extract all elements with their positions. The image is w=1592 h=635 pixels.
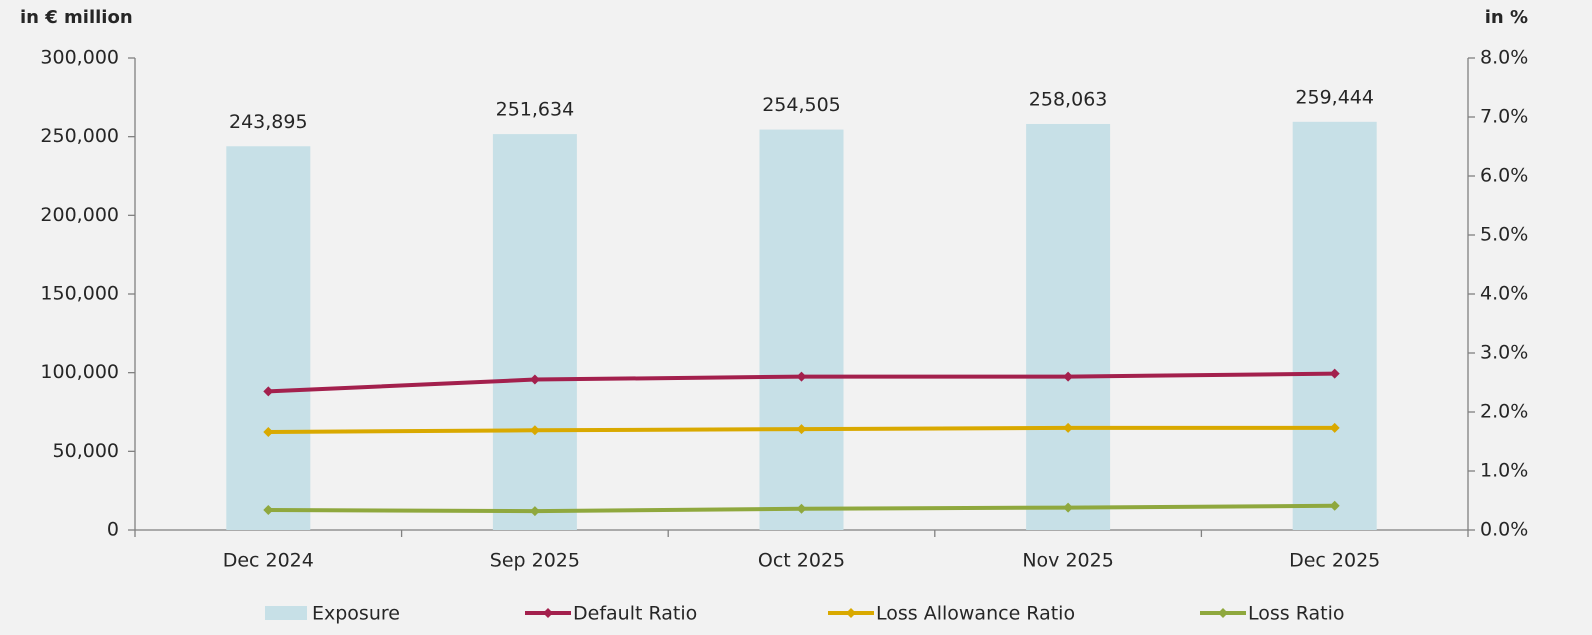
bar bbox=[1292, 121, 1377, 530]
y-unit-label: in € million bbox=[20, 7, 133, 28]
legend-label: Exposure bbox=[312, 603, 400, 625]
marker bbox=[1063, 502, 1074, 513]
x-tick-label: Sep 2025 bbox=[490, 550, 580, 572]
legend-marker bbox=[543, 608, 553, 618]
bar bbox=[1026, 123, 1111, 530]
marker bbox=[796, 503, 807, 514]
legend-label: Default Ratio bbox=[573, 603, 697, 625]
marker bbox=[263, 504, 274, 515]
x-tick-label: Dec 2024 bbox=[223, 550, 314, 572]
value-label: 251,634 bbox=[496, 99, 575, 121]
value-label: 258,063 bbox=[1029, 88, 1108, 110]
bar bbox=[759, 129, 844, 530]
legend-marker bbox=[846, 608, 856, 618]
legend-swatch bbox=[265, 606, 307, 620]
y-tick-label: 300,000 bbox=[40, 47, 119, 69]
marker bbox=[263, 427, 274, 438]
y2-tick-label: 0.0% bbox=[1480, 519, 1528, 541]
value-label: 259,444 bbox=[1295, 86, 1374, 108]
value-label: 254,505 bbox=[762, 94, 841, 116]
marker bbox=[796, 424, 807, 435]
y-tick-label: 0 bbox=[107, 519, 119, 541]
x-tick-label: Nov 2025 bbox=[1022, 550, 1113, 572]
x-tick-label: Oct 2025 bbox=[758, 550, 845, 572]
marker bbox=[1329, 422, 1340, 433]
y-tick-label: 150,000 bbox=[40, 283, 119, 305]
marker bbox=[1063, 422, 1074, 433]
y2-tick-label: 1.0% bbox=[1480, 460, 1528, 482]
y-tick-label: 250,000 bbox=[40, 125, 119, 147]
marker bbox=[1329, 368, 1340, 379]
marker bbox=[1329, 500, 1340, 511]
y2-unit-label: in % bbox=[1485, 7, 1528, 28]
bar bbox=[492, 134, 577, 531]
legend-marker bbox=[1218, 608, 1228, 618]
legend-label: Loss Ratio bbox=[1248, 603, 1345, 625]
y2-tick-label: 6.0% bbox=[1480, 165, 1528, 187]
y-tick-label: 100,000 bbox=[40, 361, 119, 383]
marker bbox=[1063, 371, 1074, 382]
marker bbox=[529, 374, 540, 385]
marker bbox=[263, 386, 274, 397]
y-tick-label: 50,000 bbox=[53, 440, 119, 462]
legend-label: Loss Allowance Ratio bbox=[876, 603, 1075, 625]
bar bbox=[226, 146, 311, 531]
y2-tick-label: 2.0% bbox=[1480, 401, 1528, 423]
marker bbox=[529, 506, 540, 517]
marker bbox=[796, 371, 807, 382]
y2-tick-label: 5.0% bbox=[1480, 224, 1528, 246]
y2-tick-label: 7.0% bbox=[1480, 106, 1528, 128]
marker bbox=[529, 425, 540, 436]
y2-tick-label: 3.0% bbox=[1480, 342, 1528, 364]
value-label: 243,895 bbox=[229, 111, 308, 133]
y2-tick-label: 4.0% bbox=[1480, 283, 1528, 305]
y2-tick-label: 8.0% bbox=[1480, 47, 1528, 69]
y-tick-label: 200,000 bbox=[40, 204, 119, 226]
x-tick-label: Dec 2025 bbox=[1289, 550, 1380, 572]
